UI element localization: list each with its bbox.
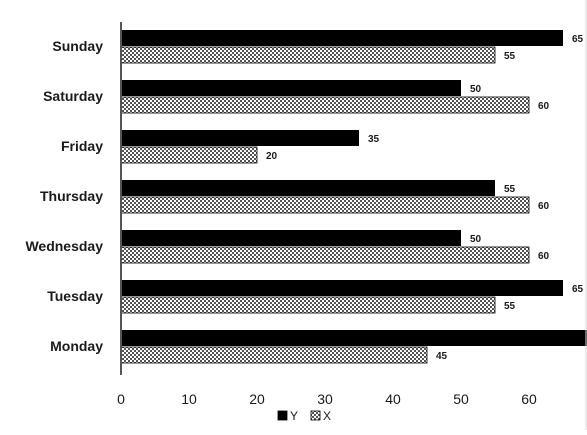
data-label-y-sunday: 65 — [572, 34, 584, 45]
x-tick-label-10: 10 — [181, 391, 197, 407]
category-label-wednesday: Wednesday — [25, 238, 103, 254]
bar-x-thursday — [120, 196, 530, 214]
bar-y-friday — [121, 130, 359, 146]
x-tick-label-0: 0 — [117, 391, 125, 407]
data-label-y-wednesday: 50 — [470, 234, 482, 245]
bar-y-thursday — [121, 180, 495, 196]
bar-y-saturday — [121, 80, 461, 96]
data-label-y-thursday: 55 — [504, 184, 516, 195]
bar-y-monday — [121, 330, 587, 346]
x-tick-label-40: 40 — [385, 391, 401, 407]
bar-x-wednesday — [120, 246, 530, 264]
data-label-x-wednesday: 60 — [538, 251, 550, 262]
data-label-x-saturday: 60 — [538, 101, 550, 112]
plot-area: Sunday 65 55 Saturday 50 60 Friday 35 20 Thursday… — [25, 0, 587, 430]
legend-swatch-x — [310, 410, 321, 421]
category-label-saturday: Saturday — [43, 88, 103, 104]
bar-y-sunday — [121, 30, 563, 46]
bar-x-tuesday — [120, 296, 496, 314]
bar-x-sunday — [120, 46, 496, 64]
x-tick-label-50: 50 — [453, 391, 469, 407]
x-tick-label-60: 60 — [521, 391, 537, 407]
data-label-x-tuesday: 55 — [504, 301, 516, 312]
category-label-sunday: Sunday — [52, 38, 103, 54]
category-label-tuesday: Tuesday — [47, 288, 103, 304]
data-label-x-friday: 20 — [266, 151, 278, 162]
x-tick-label-30: 30 — [317, 391, 333, 407]
legend-label-x: X — [323, 409, 331, 423]
data-label-x-monday: 45 — [436, 351, 448, 362]
category-label-monday: Monday — [50, 338, 103, 354]
bar-x-saturday — [120, 96, 530, 114]
legend-label-y: Y — [290, 409, 298, 423]
bar-x-monday — [120, 346, 428, 364]
category-label-thursday: Thursday — [40, 188, 103, 204]
bar-y-tuesday — [121, 280, 563, 296]
legend-swatch-y — [277, 410, 288, 421]
data-label-x-sunday: 55 — [504, 51, 516, 62]
bar-y-wednesday — [121, 230, 461, 246]
x-tick-label-20: 20 — [249, 391, 265, 407]
category-label-friday: Friday — [61, 138, 103, 154]
data-label-y-saturday: 50 — [470, 84, 482, 95]
bar-x-friday — [120, 146, 258, 164]
data-label-y-tuesday: 65 — [572, 284, 584, 295]
data-label-y-friday: 35 — [368, 134, 380, 145]
data-label-x-thursday: 60 — [538, 201, 550, 212]
